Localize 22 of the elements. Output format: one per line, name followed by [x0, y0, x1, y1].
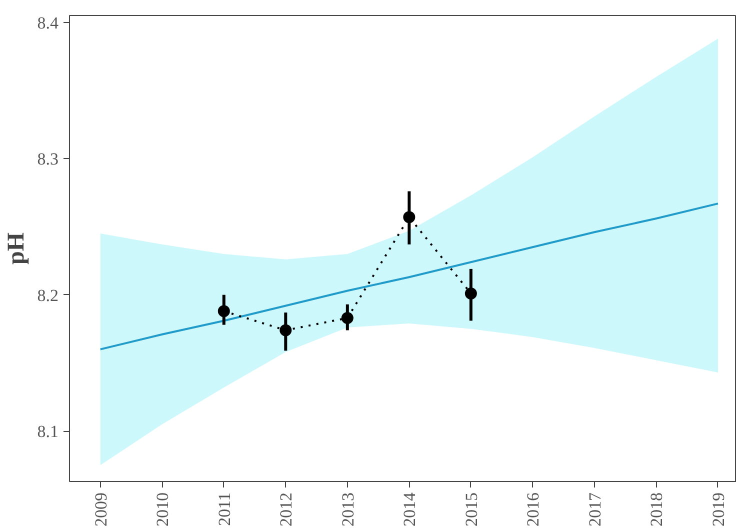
x-tick-label: 2016	[524, 492, 543, 526]
x-tick-label: 2012	[276, 492, 296, 526]
point	[218, 305, 230, 318]
x-tick-label: 2014	[400, 492, 420, 526]
x-tick-label: 2009	[91, 492, 110, 526]
y-tick-label: 8.1	[37, 422, 58, 442]
point	[464, 287, 477, 300]
x-tick-label: 2011	[214, 492, 234, 526]
point	[403, 211, 416, 224]
y-tick-label: 8.4	[37, 13, 59, 32]
x-tick-label: 2019	[708, 492, 728, 526]
y-axis-title: pH	[3, 232, 30, 265]
x-tick-label: 2015	[462, 492, 481, 526]
x-tick-label: 2017	[585, 492, 604, 526]
line-series	[99, 202, 719, 350]
point	[341, 312, 354, 324]
point	[280, 324, 292, 336]
y-tick-label: 8.3	[37, 150, 58, 169]
x-tick-label: 2018	[647, 492, 666, 526]
x-tick-label: 2013	[338, 492, 358, 526]
x-tick-label: 2010	[153, 492, 172, 526]
y-tick-label: 8.2	[37, 286, 58, 305]
